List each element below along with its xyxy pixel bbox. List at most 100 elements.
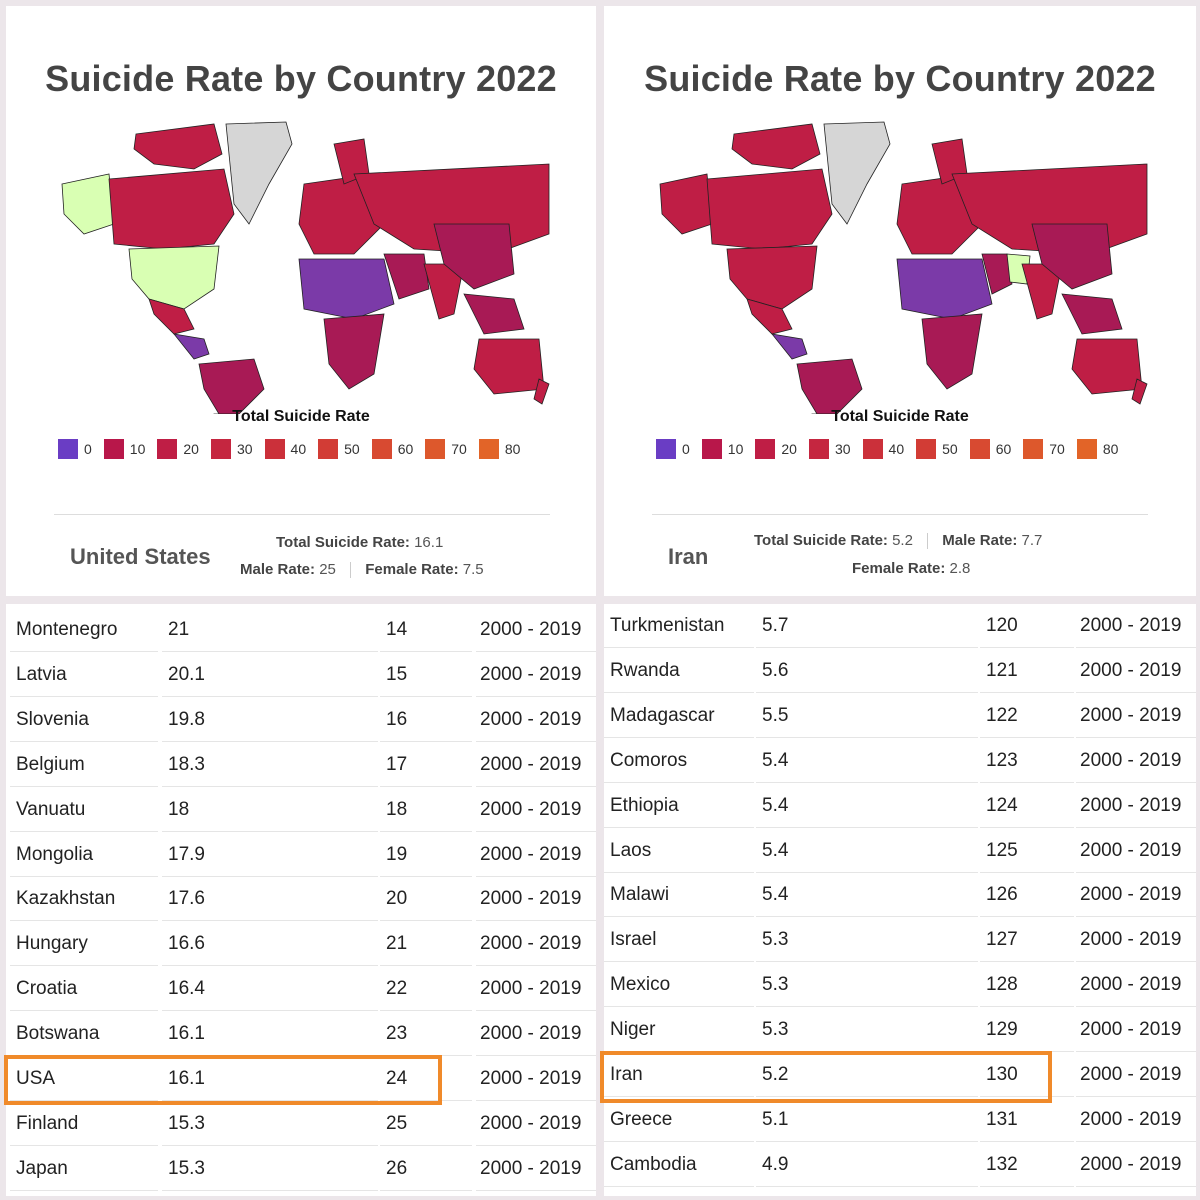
legend-label: 60 — [397, 441, 414, 457]
cell-rate: 16.1 — [162, 1057, 378, 1101]
cell-rate: 5.2 — [756, 1053, 978, 1097]
table-row[interactable]: USA 16.1 24 2000 - 2019 — [6, 1057, 596, 1102]
south-america — [796, 358, 863, 414]
cell-rank: 19 — [380, 833, 472, 877]
male-rate-value: 25 — [319, 561, 336, 578]
cell-country: Montenegro — [10, 608, 158, 652]
table-row[interactable]: Comoros 5.4 123 2000 - 2019 — [604, 739, 1196, 784]
gender-rates: Male Rate: 25 Female Rate: 7.5 — [240, 561, 484, 579]
world-map-svg[interactable] — [652, 114, 1152, 414]
cell-rate: 15.3 — [162, 1102, 378, 1146]
cell-rank: 123 — [980, 739, 1074, 783]
cell-rate: 5.3 — [756, 963, 978, 1008]
greenland — [823, 121, 891, 225]
cell-years: 2000 - 2019 — [1076, 649, 1196, 693]
table-row[interactable]: Rwanda 5.6 121 2000 - 2019 — [604, 649, 1196, 694]
cell-rate: 5.4 — [756, 829, 978, 873]
legend-label: 20 — [781, 441, 797, 457]
canada — [706, 168, 833, 250]
middle-east — [383, 253, 430, 300]
cell-rank: 129 — [980, 1008, 1074, 1053]
table-row[interactable]: Mexico 5.3 128 2000 - 2019 — [604, 963, 1196, 1008]
legend-label: 0 — [682, 441, 690, 457]
cell-years: 2000 - 2019 — [476, 1102, 596, 1146]
greenland — [225, 121, 293, 225]
table-row[interactable]: Madagascar 5.5 122 2000 - 2019 — [604, 694, 1196, 739]
female-rate-value: 7.5 — [462, 561, 484, 578]
legend-label: 30 — [834, 441, 851, 457]
male-rate-value: 7.7 — [1021, 532, 1043, 549]
female-rate-value: 2.8 — [949, 560, 971, 577]
table-row[interactable]: Vanuatu 18 18 2000 - 2019 — [6, 788, 596, 833]
map-shapes — [61, 121, 550, 414]
cell-rate: 16.6 — [162, 922, 378, 967]
cell-country: Rwanda — [604, 649, 754, 693]
cell-years: 2000 - 2019 — [1076, 873, 1196, 918]
table-row[interactable]: Japan 15.3 26 2000 - 2019 — [6, 1147, 596, 1192]
table-row[interactable]: Belgium 18.3 17 2000 - 2019 — [6, 743, 596, 788]
world-map[interactable] — [54, 114, 554, 414]
table-row[interactable]: Ethiopia 5.4 124 2000 - 2019 — [604, 784, 1196, 829]
table-row[interactable]: Greece 5.1 131 2000 - 2019 — [604, 1098, 1196, 1143]
table-row[interactable]: Iran 5.2 130 2000 - 2019 — [604, 1053, 1196, 1098]
legend-swatch — [318, 439, 339, 459]
cell-country: Turkmenistan — [604, 604, 754, 648]
cell-country: Botswana — [10, 1012, 158, 1057]
table-row[interactable]: Israel 5.3 127 2000 - 2019 — [604, 918, 1196, 963]
iran — [1006, 253, 1031, 285]
cell-rate: 19.8 — [162, 698, 378, 742]
table-row[interactable]: Malawi 5.4 126 2000 - 2019 — [604, 873, 1196, 918]
cell-country: Cambodia — [604, 1143, 754, 1187]
cell-years: 2000 - 2019 — [1076, 739, 1196, 783]
africa-south — [323, 313, 385, 390]
legend-swatch — [1076, 439, 1097, 459]
table-row[interactable]: Mongolia 17.9 19 2000 - 2019 — [6, 833, 596, 878]
legend: 0 10 20 30 40 50 60 70 80 — [656, 438, 1130, 460]
arctic-canada — [133, 123, 223, 170]
legend-swatch — [425, 439, 446, 459]
table-row[interactable]: Cambodia 4.9 132 2000 - 2019 — [604, 1143, 1196, 1188]
cell-years: 2000 - 2019 — [476, 833, 596, 877]
cell-years: 2000 - 2019 — [1076, 918, 1196, 963]
africa-north — [298, 258, 395, 320]
table-row[interactable]: Montenegro 21 14 2000 - 2019 — [6, 608, 596, 653]
cell-rate: 16.1 — [162, 1012, 378, 1057]
table-row[interactable]: Turkmenistan 5.7 120 2000 - 2019 — [604, 604, 1196, 649]
table-row[interactable]: Finland 15.3 25 2000 - 2019 — [6, 1102, 596, 1147]
table-row[interactable]: Niger 5.3 129 2000 - 2019 — [604, 1008, 1196, 1053]
legend-swatch — [157, 439, 178, 459]
table-row[interactable]: Kazakhstan 17.6 20 2000 - 2019 — [6, 877, 596, 922]
legend-label: 50 — [942, 441, 958, 457]
cell-rate: 16.4 — [162, 967, 378, 1012]
cell-rank: 124 — [980, 784, 1074, 828]
cell-rate: 21 — [162, 608, 378, 652]
male-rate-label: Male Rate: — [240, 561, 316, 578]
chart-title: Suicide Rate by Country 2022 — [644, 58, 1156, 99]
legend-title: Total Suicide Rate — [232, 408, 370, 425]
cell-years: 2000 - 2019 — [476, 1012, 596, 1057]
cell-rank: 26 — [380, 1147, 472, 1191]
table-row[interactable]: Croatia 16.4 22 2000 - 2019 — [6, 967, 596, 1012]
cell-rate: 5.6 — [756, 649, 978, 693]
cell-rate: 5.1 — [756, 1098, 978, 1142]
middle-east — [981, 253, 1013, 295]
cell-country: Mongolia — [10, 833, 158, 877]
table-row[interactable]: Laos 5.4 125 2000 - 2019 — [604, 829, 1196, 874]
cell-rank: 130 — [980, 1053, 1074, 1097]
legend-swatch — [969, 439, 990, 459]
south-america — [198, 358, 265, 414]
table-row[interactable]: Hungary 16.6 21 2000 - 2019 — [6, 922, 596, 967]
legend-label: 10 — [129, 441, 146, 457]
world-map[interactable] — [652, 114, 1152, 414]
canada — [108, 168, 235, 250]
table-row[interactable]: Botswana 16.1 23 2000 - 2019 — [6, 1012, 596, 1057]
cell-years: 2000 - 2019 — [1076, 694, 1196, 738]
cell-years: 2000 - 2019 — [1076, 604, 1196, 648]
cell-years: 2000 - 2019 — [476, 788, 596, 832]
table-row[interactable]: Slovenia 19.8 16 2000 - 2019 — [6, 698, 596, 743]
cell-years: 2000 - 2019 — [476, 743, 596, 787]
total-rate: Total Suicide Rate: 16.1 — [276, 534, 443, 551]
world-map-svg[interactable] — [54, 114, 554, 414]
table-row[interactable]: Latvia 20.1 15 2000 - 2019 — [6, 653, 596, 698]
legend-title: Total Suicide Rate — [831, 408, 969, 425]
